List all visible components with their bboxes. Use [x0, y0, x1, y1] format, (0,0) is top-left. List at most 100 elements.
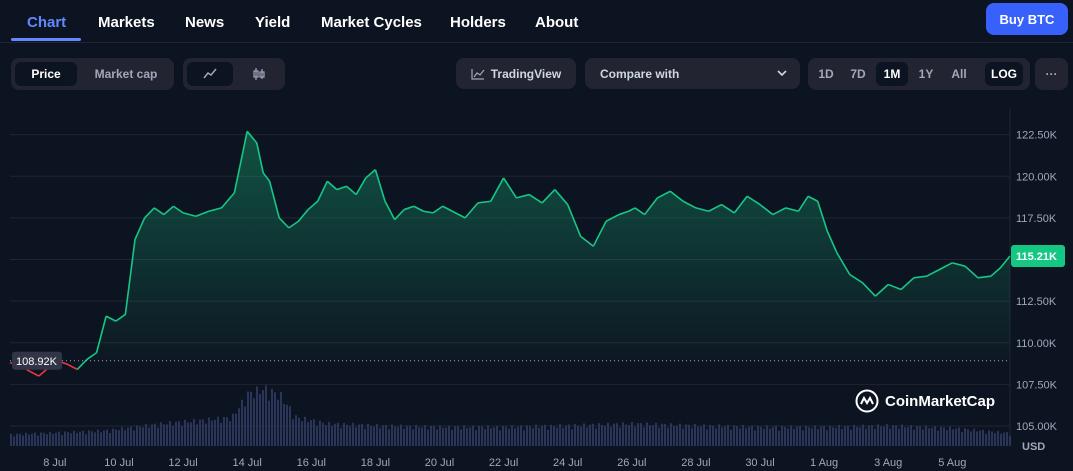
tab-holders[interactable]: Holders	[450, 14, 506, 31]
volume-bar	[22, 435, 24, 446]
volume-bar	[634, 426, 636, 446]
volume-bar	[721, 427, 723, 446]
line-chart-button[interactable]	[187, 62, 233, 86]
volume-bar	[868, 425, 870, 446]
volume-bar	[961, 431, 963, 446]
log-scale-toggle[interactable]: LOG	[985, 62, 1023, 86]
range-1y[interactable]: 1Y	[918, 67, 934, 81]
volume-bar	[838, 425, 840, 446]
volume-bar	[406, 425, 408, 446]
y-tick-label: 110.00K	[1016, 338, 1057, 350]
tab-markets[interactable]: Markets	[98, 14, 155, 31]
tab-chart[interactable]: Chart	[27, 14, 67, 31]
volume-bar	[538, 427, 540, 446]
volume-bar	[829, 425, 831, 446]
volume-bar	[133, 430, 135, 446]
volume-bar	[901, 424, 903, 446]
volume-bar	[628, 425, 630, 446]
volume-bar	[856, 426, 858, 446]
tab-news[interactable]: News	[185, 14, 225, 31]
volume-bar	[160, 422, 162, 446]
x-tick-label: 24 Jul	[553, 457, 582, 469]
volume-bar	[205, 423, 207, 446]
market-cap-tab[interactable]: Market cap	[94, 67, 158, 81]
volume-bar	[247, 391, 249, 446]
volume-bar	[895, 425, 897, 446]
volume-bar	[118, 430, 120, 446]
volume-bar	[115, 429, 117, 446]
volume-bar	[892, 425, 894, 446]
range-all[interactable]: All	[951, 67, 967, 81]
volume-bar	[679, 423, 681, 446]
volume-bar	[859, 427, 861, 446]
tab-market-cycles[interactable]: Market Cycles	[321, 14, 422, 31]
volume-bar	[376, 423, 378, 446]
compare-with-select[interactable]: Compare with	[585, 58, 800, 89]
volume-bar	[712, 425, 714, 446]
more-options-button[interactable]: ···	[1045, 67, 1058, 81]
volume-bar	[436, 429, 438, 446]
volume-bar	[121, 427, 123, 446]
volume-bar	[523, 430, 525, 446]
volume-bar	[19, 433, 21, 446]
candle-chart-button[interactable]	[237, 62, 281, 86]
volume-bar	[391, 424, 393, 446]
volume-bar	[535, 424, 537, 446]
volume-bar	[289, 406, 291, 446]
volume-bar	[16, 433, 18, 446]
volume-bar	[916, 425, 918, 446]
volume-bar	[145, 424, 147, 446]
active-tab-indicator	[11, 38, 81, 41]
volume-bar	[607, 422, 609, 446]
volume-bar	[778, 430, 780, 446]
x-tick-label: 10 Jul	[104, 457, 133, 469]
volume-bar	[685, 424, 687, 446]
volume-bar	[883, 426, 885, 446]
volume-bar	[253, 398, 255, 446]
volume-bar	[985, 433, 987, 446]
volume-bar	[349, 426, 351, 446]
more-options: ···	[1035, 58, 1068, 90]
tab-about[interactable]: About	[535, 14, 579, 31]
volume-bar	[292, 419, 294, 446]
range-1d[interactable]: 1D	[818, 67, 834, 81]
volume-bar	[232, 413, 234, 446]
volume-bar	[928, 428, 930, 446]
tradingview-button[interactable]: TradingView	[456, 58, 576, 89]
volume-bar	[220, 422, 222, 446]
volume-bar	[940, 426, 942, 446]
volume-bar	[586, 427, 588, 446]
volume-bar	[508, 428, 510, 446]
price-area	[10, 131, 1010, 361]
volume-bar	[418, 427, 420, 446]
volume-bar	[217, 416, 219, 446]
x-tick-label: 3 Aug	[874, 457, 902, 469]
volume-bar	[328, 421, 330, 446]
volume-bar	[739, 428, 741, 446]
volume-bar	[1006, 432, 1008, 446]
volume-bar	[130, 426, 132, 446]
volume-bar	[877, 424, 879, 446]
volume-bar	[34, 432, 36, 446]
buy-btc-button[interactable]: Buy BTC	[986, 3, 1068, 35]
volume-bar	[601, 425, 603, 446]
volume-bar	[811, 428, 813, 446]
volume-bar	[967, 429, 969, 446]
volume-bar	[703, 424, 705, 446]
tab-yield[interactable]: Yield	[255, 14, 291, 31]
volume-bar	[595, 428, 597, 446]
volume-bar	[526, 425, 528, 446]
volume-bar	[832, 427, 834, 446]
volume-bar	[229, 421, 231, 446]
price-tab[interactable]: Price	[15, 62, 77, 86]
volume-bar	[397, 427, 399, 446]
range-1m[interactable]: 1M	[876, 62, 908, 86]
volume-bar	[997, 430, 999, 446]
range-7d[interactable]: 7D	[850, 67, 866, 81]
chevron-down-icon	[777, 70, 787, 77]
volume-bar	[937, 430, 939, 446]
volume-bar	[979, 430, 981, 446]
volume-bar	[31, 433, 33, 446]
watermark-text: CoinMarketCap	[885, 392, 996, 410]
